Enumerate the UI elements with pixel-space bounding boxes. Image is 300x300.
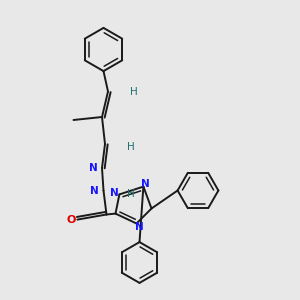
Text: H: H [127,189,134,200]
Text: H: H [127,142,134,152]
Text: N: N [90,185,99,196]
Text: O: O [66,214,76,225]
Text: N: N [110,188,118,198]
Text: H: H [130,86,137,97]
Text: N: N [135,221,144,232]
Text: N: N [140,178,149,189]
Text: N: N [88,163,98,173]
